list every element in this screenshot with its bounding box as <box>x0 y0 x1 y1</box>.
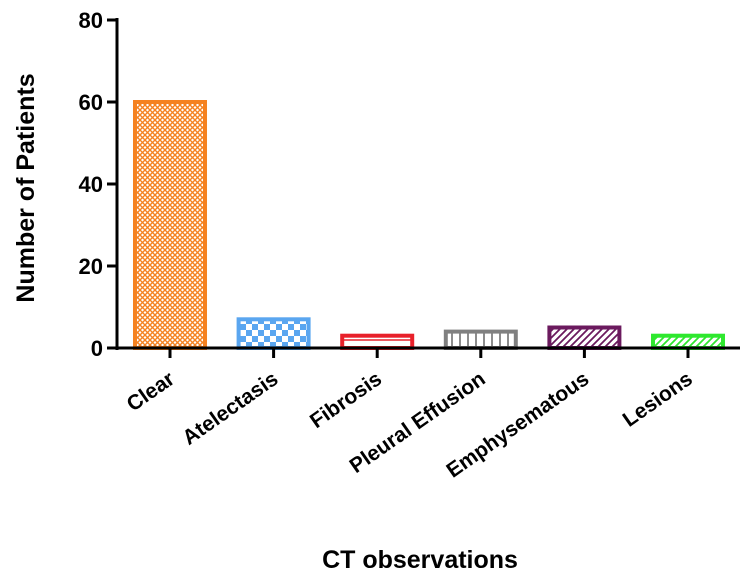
y-tick-label: 80 <box>79 8 103 33</box>
x-tick-label: Clear <box>123 367 179 416</box>
bar-emphysematous <box>547 325 622 350</box>
y-axis: 0 20 40 60 80 <box>79 8 119 361</box>
bar-lesions <box>651 333 725 351</box>
y-tick-label: 60 <box>79 90 103 115</box>
y-tick-label: 0 <box>91 336 103 361</box>
bar-fibrosis <box>340 333 415 351</box>
bar-atelectasis <box>236 317 311 350</box>
y-axis-title: Number of Patients <box>12 73 40 302</box>
x-tick-label: Atelectasis <box>178 367 282 449</box>
bars-group <box>133 100 725 351</box>
x-tick-label: Fibrosis <box>306 367 386 433</box>
bar-pleural-effusion <box>443 329 518 351</box>
x-tick-label: Lesions <box>619 367 697 431</box>
x-axis-title: CT observations <box>322 546 518 574</box>
y-tick-label: 20 <box>79 254 103 279</box>
bar-clear <box>133 100 207 350</box>
y-tick-label: 40 <box>79 172 103 197</box>
